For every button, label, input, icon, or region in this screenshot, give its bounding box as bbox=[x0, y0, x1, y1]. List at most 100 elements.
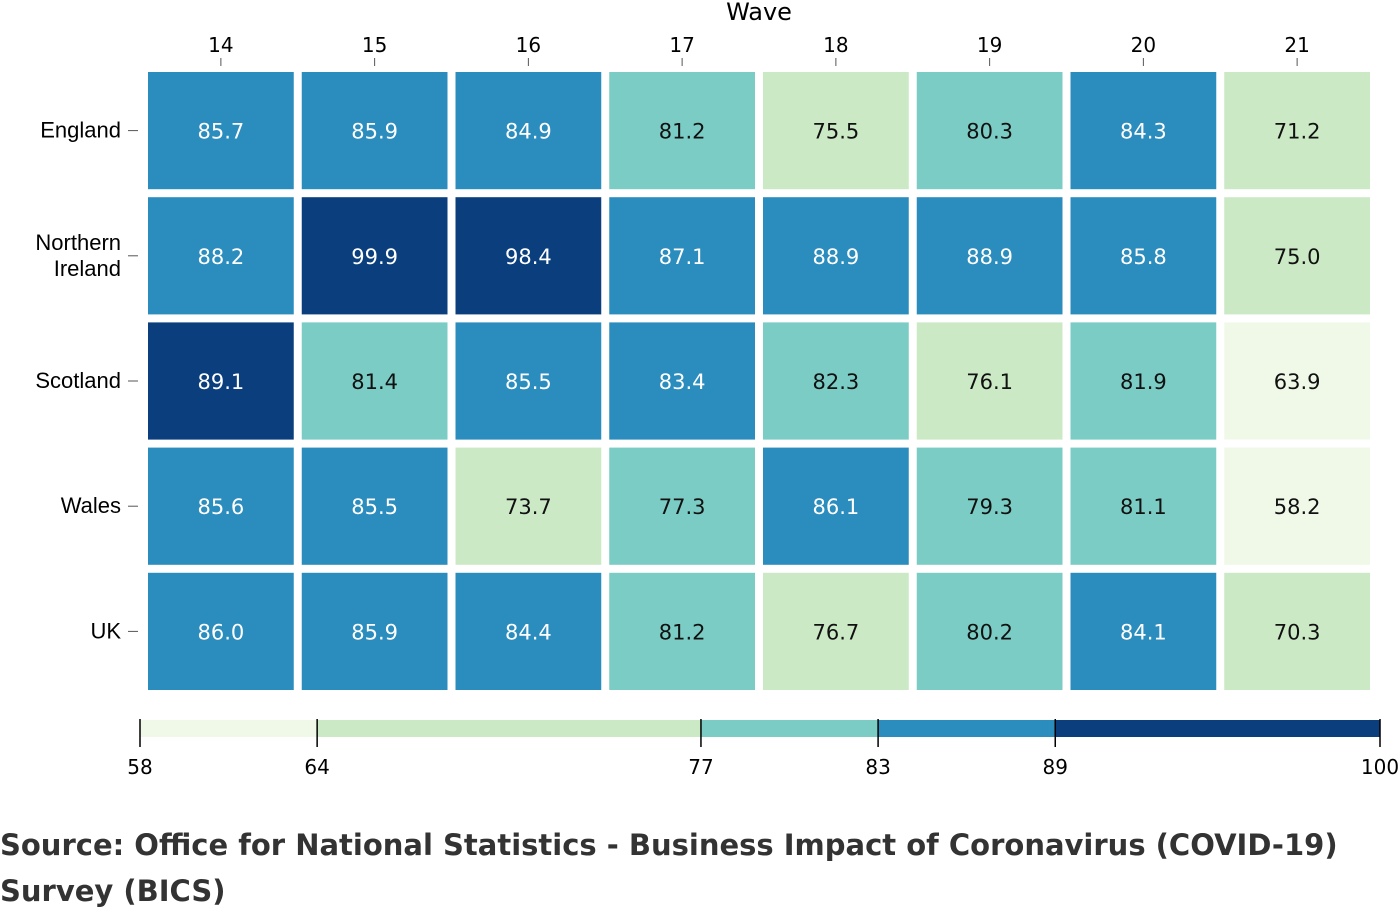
heatmap-cell: 88.9 bbox=[763, 197, 909, 315]
x-tick-label: 21 bbox=[1284, 33, 1309, 57]
cell-value-label: 58.2 bbox=[1274, 495, 1321, 519]
heatmap-cell: 58.2 bbox=[1224, 447, 1370, 565]
heatmap-cell-rect bbox=[609, 72, 755, 190]
cell-value-label: 86.0 bbox=[197, 620, 244, 644]
y-tick-label: Northern Ireland bbox=[35, 230, 121, 281]
legend-swatch bbox=[1055, 720, 1380, 737]
heatmap-cell: 85.5 bbox=[301, 447, 448, 565]
heatmap-cell: 81.4 bbox=[301, 322, 448, 440]
heatmap-cell-rect bbox=[763, 197, 909, 315]
heatmap-cell: 85.7 bbox=[148, 72, 294, 190]
cell-value-label: 81.9 bbox=[1120, 370, 1167, 394]
heatmap-cell-rect bbox=[916, 72, 1063, 190]
cell-value-label: 82.3 bbox=[812, 370, 859, 394]
cell-value-label: 85.5 bbox=[505, 370, 552, 394]
heatmap-cell-rect bbox=[455, 572, 602, 690]
heatmap-cell: 84.9 bbox=[455, 72, 602, 190]
x-axis-title: Wave bbox=[726, 0, 792, 26]
heatmap-cell: 87.1 bbox=[609, 197, 755, 315]
heatmap-cell-rect bbox=[301, 322, 448, 440]
cell-value-label: 85.8 bbox=[1120, 245, 1167, 269]
heatmap-cell-rect bbox=[1224, 447, 1370, 565]
heatmap-cell: 81.9 bbox=[1070, 322, 1217, 440]
cell-value-label: 80.2 bbox=[966, 620, 1013, 644]
heatmap-cell-rect bbox=[609, 572, 755, 690]
heatmap-cell-rect bbox=[1224, 72, 1370, 190]
x-tick-label: 18 bbox=[823, 33, 848, 57]
legend-swatch bbox=[878, 720, 1056, 737]
heatmap-cell-rect bbox=[1070, 572, 1217, 690]
heatmap-cell-rect bbox=[763, 72, 909, 190]
cell-value-label: 84.1 bbox=[1120, 620, 1167, 644]
cell-value-label: 76.7 bbox=[812, 620, 859, 644]
heatmap-cell-rect bbox=[148, 572, 294, 690]
y-tick-label-line: England bbox=[40, 118, 121, 143]
heatmap-cell-rect bbox=[1070, 447, 1217, 565]
heatmap-cell-rect bbox=[1070, 72, 1217, 190]
cell-value-label: 79.3 bbox=[966, 495, 1013, 519]
heatmap-cell-rect bbox=[609, 197, 755, 315]
cell-value-label: 63.9 bbox=[1274, 370, 1321, 394]
cell-value-label: 87.1 bbox=[659, 245, 706, 269]
heatmap-cell-rect bbox=[301, 72, 448, 190]
cell-value-label: 88.2 bbox=[197, 245, 244, 269]
heatmap-cell-rect bbox=[1224, 197, 1370, 315]
heatmap-cell-rect bbox=[916, 322, 1063, 440]
heatmap-cell: 71.2 bbox=[1224, 72, 1370, 190]
heatmap-cell: 79.3 bbox=[916, 447, 1063, 565]
heatmap-cell: 85.9 bbox=[301, 572, 448, 690]
y-tick-label: UK bbox=[90, 618, 121, 643]
heatmap-cell: 84.4 bbox=[455, 572, 602, 690]
cell-value-label: 81.4 bbox=[351, 370, 398, 394]
cell-value-label: 85.9 bbox=[351, 120, 398, 144]
y-tick-label: England bbox=[40, 118, 121, 143]
heatmap-cell: 85.9 bbox=[301, 72, 448, 190]
heatmap-cell: 86.0 bbox=[148, 572, 294, 690]
heatmap-cell-rect bbox=[1070, 322, 1217, 440]
cell-value-label: 85.5 bbox=[351, 495, 398, 519]
x-tick-label: 20 bbox=[1131, 33, 1156, 57]
cell-value-label: 88.9 bbox=[966, 245, 1013, 269]
cell-value-label: 83.4 bbox=[659, 370, 706, 394]
heatmap-cell-rect bbox=[763, 447, 909, 565]
x-tick-label: 19 bbox=[977, 33, 1002, 57]
heatmap-cell-rect bbox=[301, 197, 448, 315]
heatmap-cell-rect bbox=[763, 322, 909, 440]
heatmap-cell-rect bbox=[455, 447, 602, 565]
source-note: Source: Office for National Statistics -… bbox=[0, 828, 1338, 908]
x-tick-label: 14 bbox=[208, 33, 233, 57]
heatmap-cell: 73.7 bbox=[455, 447, 602, 565]
cell-value-label: 86.1 bbox=[812, 495, 859, 519]
cell-value-label: 84.3 bbox=[1120, 120, 1167, 144]
y-tick-label-line: Ireland bbox=[54, 256, 121, 281]
heatmap-cell: 63.9 bbox=[1224, 322, 1370, 440]
y-tick-label: Wales bbox=[61, 493, 121, 518]
heatmap-cell: 84.1 bbox=[1070, 572, 1217, 690]
cell-value-label: 99.9 bbox=[351, 245, 398, 269]
heatmap-cell: 76.1 bbox=[916, 322, 1063, 440]
y-tick-label-line: UK bbox=[90, 618, 121, 643]
cell-value-label: 88.9 bbox=[812, 245, 859, 269]
cell-value-label: 85.6 bbox=[197, 495, 244, 519]
heatmap-cell: 88.9 bbox=[916, 197, 1063, 315]
heatmap-cell-rect bbox=[148, 72, 294, 190]
cell-value-label: 70.3 bbox=[1274, 620, 1321, 644]
heatmap-cell-rect bbox=[455, 322, 602, 440]
legend-swatch bbox=[700, 720, 879, 737]
heatmap-cell-rect bbox=[301, 447, 448, 565]
heatmap-cell: 80.2 bbox=[916, 572, 1063, 690]
heatmap-cell: 85.8 bbox=[1070, 197, 1217, 315]
cell-value-label: 75.5 bbox=[812, 120, 859, 144]
cell-value-label: 73.7 bbox=[505, 495, 552, 519]
heatmap-cell: 77.3 bbox=[609, 447, 755, 565]
heatmap-cells: 85.7 85.9 84.9 81.2 75.5 80.3 84.3 71.2 88.2 99.9… bbox=[148, 72, 1370, 690]
heatmap-cell: 83.4 bbox=[609, 322, 755, 440]
x-tick-label: 15 bbox=[362, 33, 387, 57]
heatmap-cell: 81.2 bbox=[609, 72, 755, 190]
legend-tick-label: 100 bbox=[1361, 755, 1399, 779]
cell-value-label: 84.9 bbox=[505, 120, 552, 144]
heatmap-cell: 85.6 bbox=[148, 447, 294, 565]
y-tick-label-line: Wales bbox=[61, 493, 121, 518]
cell-value-label: 75.0 bbox=[1274, 245, 1321, 269]
cell-value-label: 98.4 bbox=[505, 245, 552, 269]
